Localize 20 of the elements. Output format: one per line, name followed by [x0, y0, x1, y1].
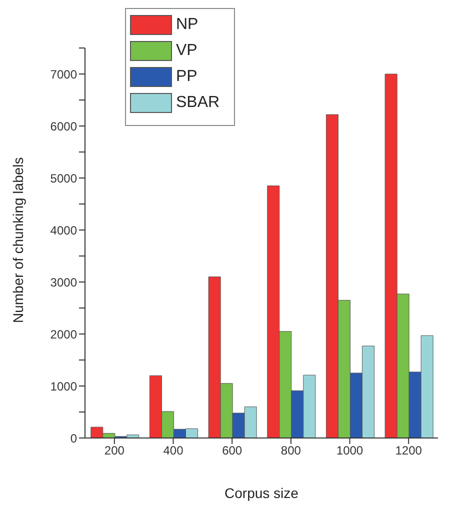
y-axis-title: Number of chunking labels	[10, 157, 26, 323]
y-tick-label: 6000	[50, 119, 78, 134]
y-tick-label: 4000	[50, 223, 78, 238]
x-tick-label: 1000	[336, 444, 364, 458]
y-tick-label: 3000	[50, 275, 78, 290]
x-tick-label: 600	[222, 444, 242, 458]
legend-label: SBAR	[176, 94, 220, 112]
legend-label: PP	[176, 68, 198, 86]
legend-label: VP	[176, 42, 198, 60]
x-tick-label: 200	[104, 444, 125, 458]
y-tick-label: 0	[70, 431, 78, 446]
y-tick-label: 5000	[50, 171, 78, 186]
y-tick-label: 2000	[50, 327, 78, 342]
x-axis-title: Corpus size	[224, 485, 299, 501]
y-tick-label: 7000	[50, 67, 78, 82]
legend-label: NP	[176, 16, 198, 34]
x-tick-label: 1200	[395, 444, 422, 458]
x-tick-label: 400	[163, 444, 184, 458]
x-tick-label: 800	[280, 444, 302, 458]
y-tick-label: 1000	[50, 379, 78, 394]
